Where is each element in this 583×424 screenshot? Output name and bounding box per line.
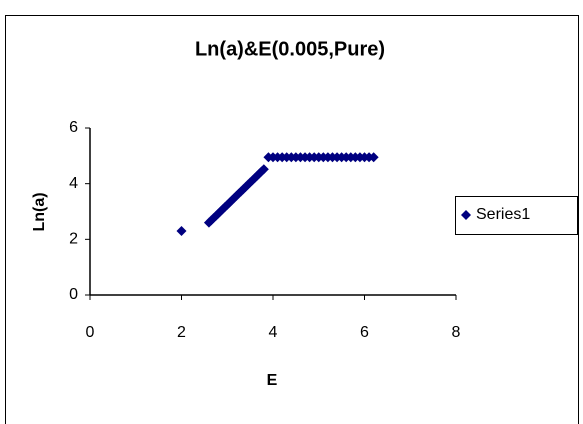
y-axis-label: Ln(a): [31, 192, 48, 231]
y-tick-label: 2: [69, 231, 78, 248]
y-tick-label: 4: [69, 175, 78, 192]
point: [258, 164, 269, 175]
point: [176, 225, 187, 236]
chart-frame: [5, 15, 579, 424]
legend-label: Series1: [476, 206, 530, 223]
x-tick-label: 0: [86, 324, 95, 341]
x-axis-label: E: [267, 372, 278, 389]
x-tick-label: 6: [360, 324, 369, 341]
legend-marker: [461, 210, 471, 220]
x-tick-label: 8: [452, 324, 461, 341]
point: [368, 152, 379, 163]
y-tick-label: 0: [69, 286, 78, 303]
legend: [455, 196, 578, 235]
x-tick-label: 4: [269, 324, 278, 341]
x-tick-label: 2: [177, 324, 186, 341]
y-tick-label: 6: [69, 119, 78, 136]
chart-title: Ln(a)&E(0.005,Pure): [195, 38, 385, 60]
